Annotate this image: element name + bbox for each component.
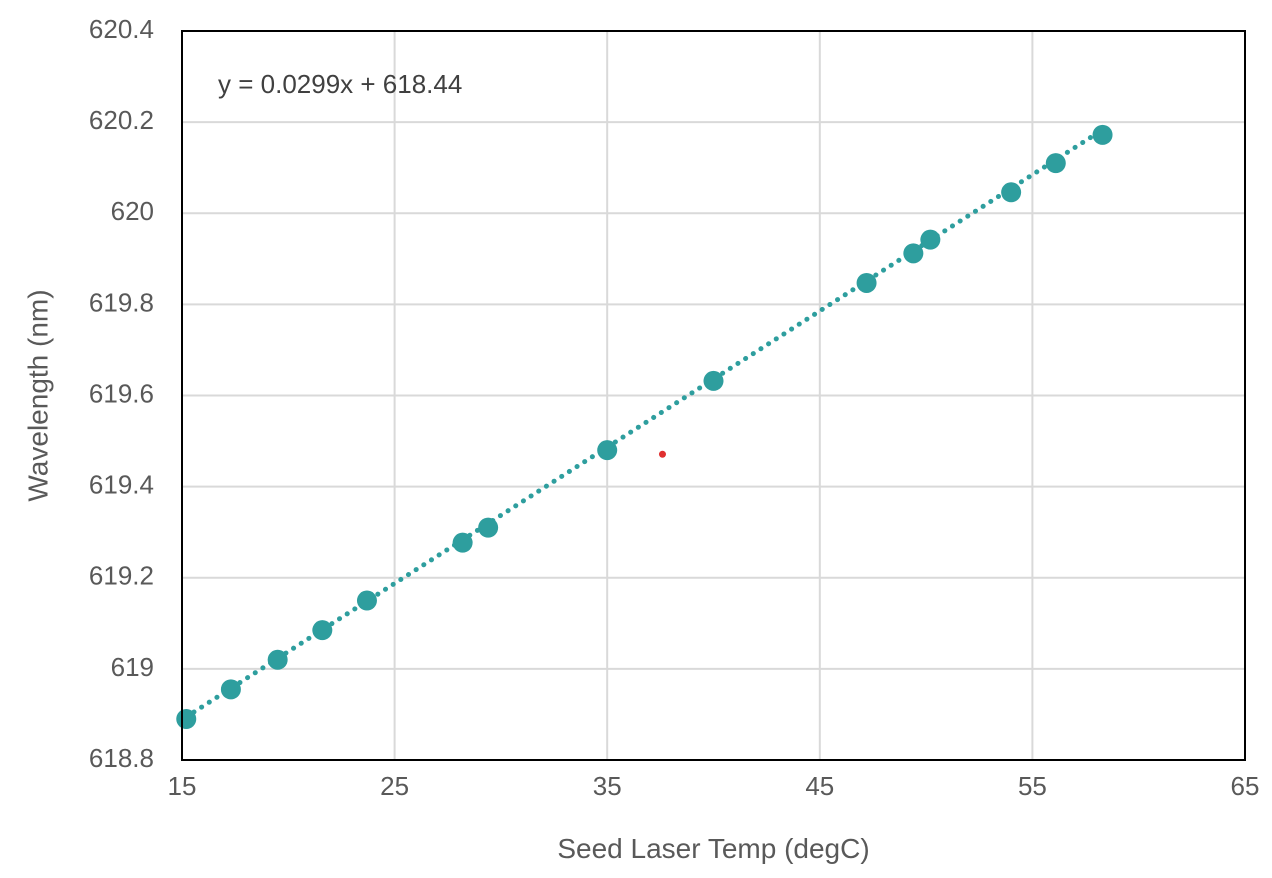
x-tick-label: 15 xyxy=(168,771,197,801)
y-tick-label: 620.4 xyxy=(89,14,154,44)
data-point xyxy=(597,440,618,461)
data-points xyxy=(176,124,1113,729)
data-point xyxy=(267,649,288,670)
y-tick-label: 619.4 xyxy=(89,470,154,500)
data-point xyxy=(220,679,241,700)
trendline xyxy=(183,127,1106,720)
y-tick-label: 619 xyxy=(111,652,154,682)
y-tick-label: 619.2 xyxy=(89,561,154,591)
x-tick-label: 65 xyxy=(1231,771,1260,801)
x-axis-tick-labels: 15 25 35 45 55 65 xyxy=(168,771,1260,801)
annotations xyxy=(658,450,666,458)
y-tick-label: 619.8 xyxy=(89,287,154,317)
data-point xyxy=(356,590,377,611)
x-tick-label: 55 xyxy=(1018,771,1047,801)
data-point xyxy=(312,620,333,641)
data-point xyxy=(478,517,499,538)
y-tick-label: 618.8 xyxy=(89,743,154,773)
data-point xyxy=(1092,124,1113,145)
data-point xyxy=(920,229,941,250)
y-axis-title: Wavelength (nm) xyxy=(22,289,53,501)
annotation-point xyxy=(658,450,666,458)
y-tick-label: 620 xyxy=(111,196,154,226)
data-point xyxy=(452,532,473,553)
data-point xyxy=(176,708,197,729)
y-tick-label: 620.2 xyxy=(89,105,154,135)
data-point xyxy=(856,272,877,293)
y-tick-label: 619.6 xyxy=(89,378,154,408)
data-point xyxy=(1045,153,1066,174)
x-axis-title: Seed Laser Temp (degC) xyxy=(557,833,869,864)
trendline-equation: y = 0.0299x + 618.44 xyxy=(218,69,462,99)
y-axis-tick-labels: 618.8 619 619.2 619.4 619.6 619.8 620 620.2 620.… xyxy=(89,14,154,773)
x-tick-label: 25 xyxy=(380,771,409,801)
x-tick-label: 45 xyxy=(805,771,834,801)
x-tick-label: 35 xyxy=(593,771,622,801)
plot-area-border xyxy=(181,30,1246,761)
data-point xyxy=(903,243,924,264)
data-point xyxy=(703,370,724,391)
data-point xyxy=(1001,182,1022,203)
